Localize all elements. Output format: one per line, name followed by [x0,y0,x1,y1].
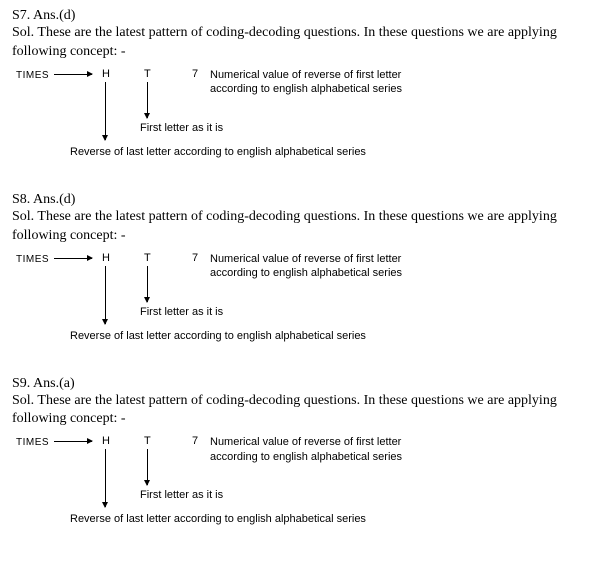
diagram-desc-reverse: Reverse of last letter according to engl… [70,513,366,525]
solution-text: Sol. These are the latest pattern of cod… [12,24,602,62]
arrow-down-icon [105,449,106,507]
diagram-desc-numerical: Numerical value of reverse of first lett… [210,68,402,97]
solution-id: S7 [12,8,27,23]
solution-id: S9 [12,376,27,391]
diagram-col-T: T [144,435,151,447]
arrow-right-icon [54,258,92,259]
diagram-col-T: T [144,252,151,264]
diagram-desc-first: First letter as it is [140,489,223,501]
diagram-word: TIMES [16,254,49,265]
coding-diagram: TIMES H T 7 Numerical value of reverse o… [12,64,602,174]
diagram-desc-first: First letter as it is [140,122,223,134]
desc-line2: according to english alphabetical series [210,267,402,279]
solution-text: Sol. These are the latest pattern of cod… [12,392,602,430]
solution-block-7: S7. Ans.(d) Sol. These are the latest pa… [12,8,602,174]
solution-text: Sol. These are the latest pattern of cod… [12,208,602,246]
diagram-col-H: H [102,252,110,264]
coding-diagram: TIMES H T 7 Numerical value of reverse o… [12,431,602,541]
diagram-desc-numerical: Numerical value of reverse of first lett… [210,252,402,281]
desc-line2: according to english alphabetical series [210,83,402,95]
diagram-desc-numerical: Numerical value of reverse of first lett… [210,435,402,464]
arrow-down-icon [147,266,148,302]
answer-text: Ans.(d) [33,8,75,23]
desc-line1: Numerical value of reverse of first lett… [210,69,401,81]
answer-text: Ans.(a) [33,376,75,391]
answer-line: S7. Ans.(d) [12,8,602,24]
diagram-word: TIMES [16,70,49,81]
solution-block-9: S9. Ans.(a) Sol. These are the latest pa… [12,376,602,542]
diagram-col-7: 7 [192,435,198,447]
arrow-down-icon [147,82,148,118]
diagram-col-H: H [102,435,110,447]
desc-line1: Numerical value of reverse of first lett… [210,436,401,448]
diagram-col-7: 7 [192,68,198,80]
diagram-col-T: T [144,68,151,80]
diagram-col-H: H [102,68,110,80]
solution-block-8: S8. Ans.(d) Sol. These are the latest pa… [12,192,602,358]
desc-line2: according to english alphabetical series [210,451,402,463]
arrow-right-icon [54,74,92,75]
arrow-right-icon [54,441,92,442]
coding-diagram: TIMES H T 7 Numerical value of reverse o… [12,248,602,358]
arrow-down-icon [147,449,148,485]
arrow-down-icon [105,82,106,140]
diagram-col-7: 7 [192,252,198,264]
answer-line: S8. Ans.(d) [12,192,602,208]
diagram-desc-first: First letter as it is [140,306,223,318]
solution-id: S8 [12,192,27,207]
diagram-word: TIMES [16,437,49,448]
desc-line1: Numerical value of reverse of first lett… [210,253,401,265]
diagram-desc-reverse: Reverse of last letter according to engl… [70,330,366,342]
arrow-down-icon [105,266,106,324]
answer-line: S9. Ans.(a) [12,376,602,392]
answer-text: Ans.(d) [33,192,75,207]
diagram-desc-reverse: Reverse of last letter according to engl… [70,146,366,158]
